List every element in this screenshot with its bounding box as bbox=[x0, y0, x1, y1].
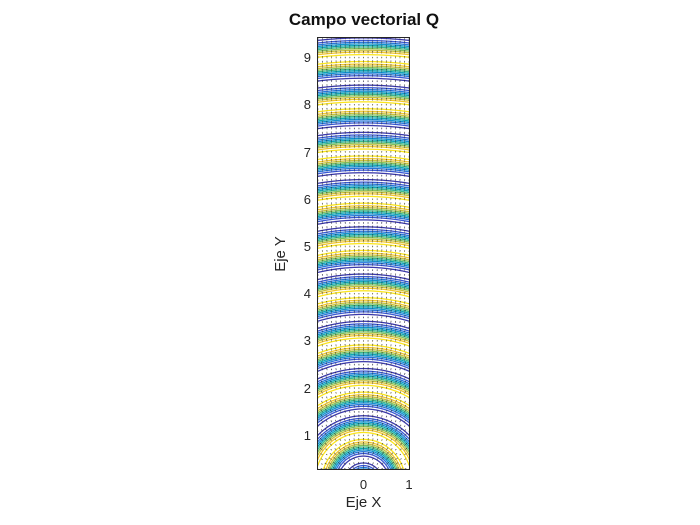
y-axis-label: Eje Y bbox=[272, 236, 289, 272]
y-tick-label: 3 bbox=[303, 333, 311, 349]
contour-quiver-canvas bbox=[318, 38, 409, 469]
y-tick-label: 6 bbox=[303, 191, 311, 207]
plot-area bbox=[317, 37, 410, 470]
x-axis-label: Eje X bbox=[345, 494, 382, 511]
y-tick-label: 4 bbox=[303, 286, 311, 302]
x-tick-label: 1 bbox=[405, 477, 413, 492]
y-tick-label: 2 bbox=[303, 380, 311, 396]
x-tick-label: 0 bbox=[359, 477, 368, 492]
y-tick-label: 7 bbox=[303, 144, 311, 160]
y-tick-label: 1 bbox=[303, 427, 311, 443]
y-tick-label: 9 bbox=[303, 50, 311, 66]
plot-title: Campo vectorial Q bbox=[288, 10, 440, 29]
y-tick-label: 8 bbox=[303, 97, 311, 113]
y-tick-label: 5 bbox=[303, 239, 311, 254]
